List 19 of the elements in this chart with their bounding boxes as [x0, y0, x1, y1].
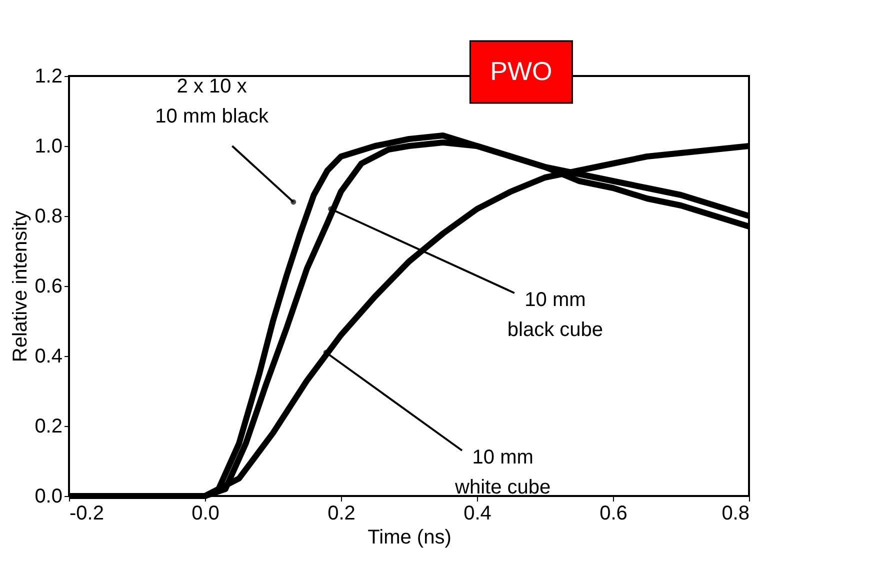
x-tick-label: -0.2: [70, 502, 104, 524]
annotation: 10 mm white cube: [454, 446, 551, 498]
x-tick-label: 0.8: [722, 502, 750, 524]
x-tick-label: 0.0: [192, 502, 220, 524]
y-tick-label: 0.4: [34, 346, 62, 368]
chart-title: PWO: [490, 56, 552, 86]
y-tick-label: 0.6: [34, 276, 62, 298]
annotation: 2 x 10 x 10 mm black: [155, 76, 270, 128]
y-tick-label: 1.0: [34, 136, 62, 158]
x-axis-title: Time (ns): [368, 526, 452, 548]
y-axis-title: Relative intensity: [10, 210, 32, 362]
x-tick-label: 0.4: [464, 502, 492, 524]
y-tick-label: 0.2: [34, 416, 62, 438]
y-tick-label: 1.2: [34, 66, 62, 88]
x-tick-label: 0.2: [328, 502, 356, 524]
y-tick-label: 0.0: [34, 486, 62, 508]
x-tick-label: 0.6: [600, 502, 628, 524]
y-tick-label: 0.8: [34, 206, 62, 228]
annotation: 10 mm black cube: [507, 289, 604, 341]
